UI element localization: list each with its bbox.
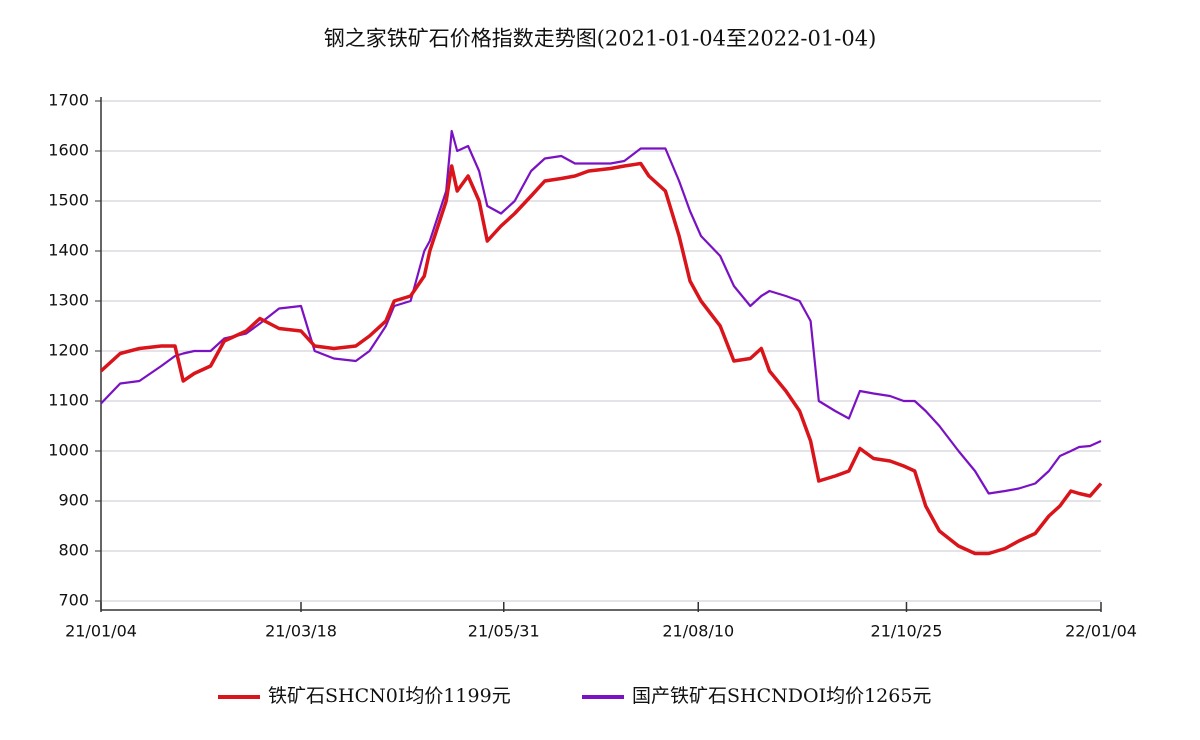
y-tick-label: 1500 (48, 191, 89, 210)
y-tick-label: 1300 (48, 291, 89, 310)
y-tick-label: 1000 (48, 441, 89, 460)
y-tick-label: 1400 (48, 241, 89, 260)
legend-label: 铁矿石SHCN0I均价1199元 (268, 685, 511, 707)
x-tick-label: 21/05/31 (468, 622, 540, 641)
y-tick-label: 1100 (48, 391, 89, 410)
line-series (100, 129, 1102, 495)
y-tick-label: 800 (58, 541, 89, 560)
chart-title: 钢之家铁矿石价格指数走势图(2021-01-04至2022-01-04) (324, 27, 877, 51)
x-tick-label: 22/01/04 (1065, 622, 1137, 641)
y-tick-label: 900 (58, 491, 89, 510)
x-tick-label: 21/10/25 (871, 622, 943, 641)
y-tick-label: 700 (58, 591, 89, 610)
legend-label: 国产铁矿石SHCNDOI均价1265元 (632, 685, 931, 707)
line-series (99, 161, 1103, 556)
y-tick-label: 1600 (48, 141, 89, 160)
y-tick-label: 1700 (48, 91, 89, 110)
x-tick-label: 21/03/18 (265, 622, 337, 641)
x-tick-label: 21/08/10 (662, 622, 734, 641)
y-tick-label: 1200 (48, 341, 89, 360)
x-tick-label: 21/01/04 (65, 622, 137, 641)
